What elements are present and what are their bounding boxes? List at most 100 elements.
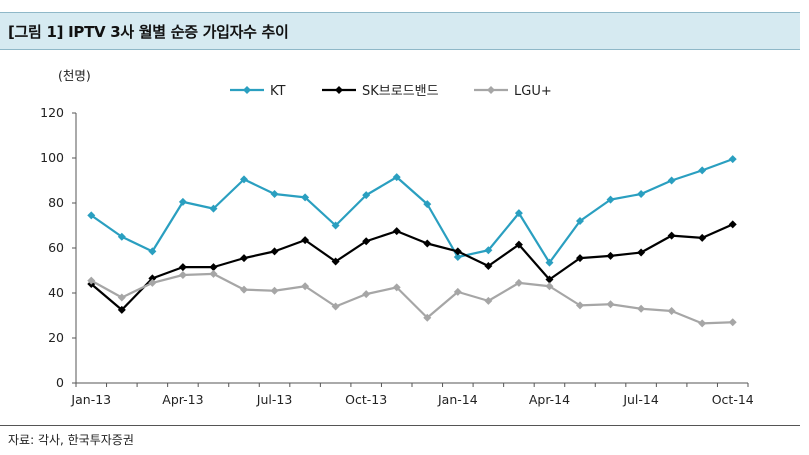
data-point (117, 232, 126, 241)
legend-marker (335, 86, 343, 94)
legend-item: LGU+ (474, 84, 552, 99)
data-point (209, 204, 218, 213)
data-point (331, 302, 340, 311)
data-point (362, 290, 371, 299)
x-tick-label: Jan-14 (437, 392, 478, 407)
data-point (576, 254, 584, 263)
x-tick-label: Apr-14 (529, 392, 570, 407)
data-point (484, 296, 493, 305)
data-point (148, 247, 157, 256)
series-SK브로드밴드 (87, 220, 737, 314)
series-group (87, 155, 737, 328)
data-point (301, 193, 310, 202)
data-point (484, 246, 493, 255)
legend-item: KT (230, 84, 286, 99)
chart-title: [그림 1] IPTV 3사 월별 순증 가입자수 추이 (8, 23, 289, 41)
series-line (90, 272, 733, 325)
series-KT (87, 155, 737, 267)
axes: 0 20 40 60 80 100 120 Jan-13 Apr-13 Jul-13 Oct-13 J… (40, 105, 754, 407)
data-point (240, 175, 248, 184)
data-point (453, 287, 462, 296)
data-point (178, 271, 187, 279)
data-point (392, 227, 401, 236)
data-point (728, 318, 737, 327)
y-tick-label: 20 (48, 330, 64, 345)
y-tick-label: 60 (48, 240, 64, 255)
data-point (270, 190, 279, 198)
series-LGU+ (87, 269, 737, 328)
data-point (637, 248, 646, 257)
x-tick-label: Jul-13 (256, 392, 293, 407)
data-point (331, 257, 340, 266)
data-point (606, 300, 615, 309)
data-point (148, 274, 157, 283)
legend-label: LGU+ (514, 84, 552, 99)
x-tick-label: Oct-14 (712, 392, 754, 407)
x-tick-label: Jul-14 (622, 392, 659, 407)
data-point (728, 155, 737, 164)
data-point (362, 191, 371, 200)
data-point (576, 301, 584, 310)
y-tick-label: 120 (40, 105, 64, 120)
data-point (423, 239, 432, 248)
data-point (545, 258, 554, 267)
data-point (301, 282, 310, 291)
data-point (392, 283, 401, 292)
legend-label: SK브로드밴드 (362, 84, 439, 99)
data-point (240, 254, 248, 263)
data-point (362, 237, 371, 246)
y-tick-label: 40 (48, 285, 64, 300)
legend-label: KT (270, 84, 286, 99)
legend-marker (243, 86, 251, 94)
data-point (301, 236, 310, 245)
series-line (90, 158, 734, 264)
data-point (667, 307, 676, 315)
data-point (209, 263, 218, 272)
data-point (331, 221, 340, 230)
data-point (514, 240, 523, 249)
data-point (698, 233, 707, 242)
data-point (667, 231, 676, 240)
title-bar: [그림 1] IPTV 3사 월별 순증 가입자수 추이 (0, 12, 800, 50)
data-point (453, 253, 462, 261)
data-point (606, 195, 615, 204)
data-point (576, 217, 584, 225)
data-point (545, 282, 554, 291)
data-point (178, 263, 187, 272)
data-point (606, 251, 615, 260)
data-point (667, 176, 676, 185)
data-point (453, 247, 462, 256)
y-tick-label: 100 (40, 150, 64, 165)
y-tick-label: 0 (56, 375, 64, 390)
data-point (87, 276, 96, 285)
data-point (87, 211, 96, 220)
x-tick-label: Jan-13 (70, 392, 111, 407)
y-tick-label: 80 (48, 195, 64, 210)
line-chart: (천명) KT SK브로드밴드 LGU+ 0 20 40 60 80 100 120 Jan-13… (40, 68, 754, 407)
legend-marker (487, 86, 495, 94)
data-point (637, 304, 646, 313)
legend: KT SK브로드밴드 LGU+ (230, 84, 552, 99)
data-point (514, 209, 523, 218)
data-point (117, 305, 126, 314)
data-point (423, 200, 432, 209)
data-point (423, 313, 432, 322)
legend-item: SK브로드밴드 (322, 84, 439, 99)
data-point (117, 293, 126, 302)
data-point (698, 319, 707, 328)
data-point (545, 275, 554, 284)
data-point (270, 286, 279, 295)
y-axis-label: (천명) (58, 68, 91, 83)
data-point (637, 190, 646, 198)
data-point (209, 269, 218, 278)
x-tick-label: Oct-13 (345, 392, 387, 407)
data-point (178, 197, 187, 206)
footer-divider (0, 425, 800, 426)
data-point (728, 220, 737, 229)
data-point (698, 166, 707, 175)
x-tick-label: Apr-13 (162, 392, 203, 407)
data-point (484, 262, 493, 270)
data-point (514, 278, 523, 287)
data-point (392, 173, 401, 182)
data-point (240, 285, 248, 294)
